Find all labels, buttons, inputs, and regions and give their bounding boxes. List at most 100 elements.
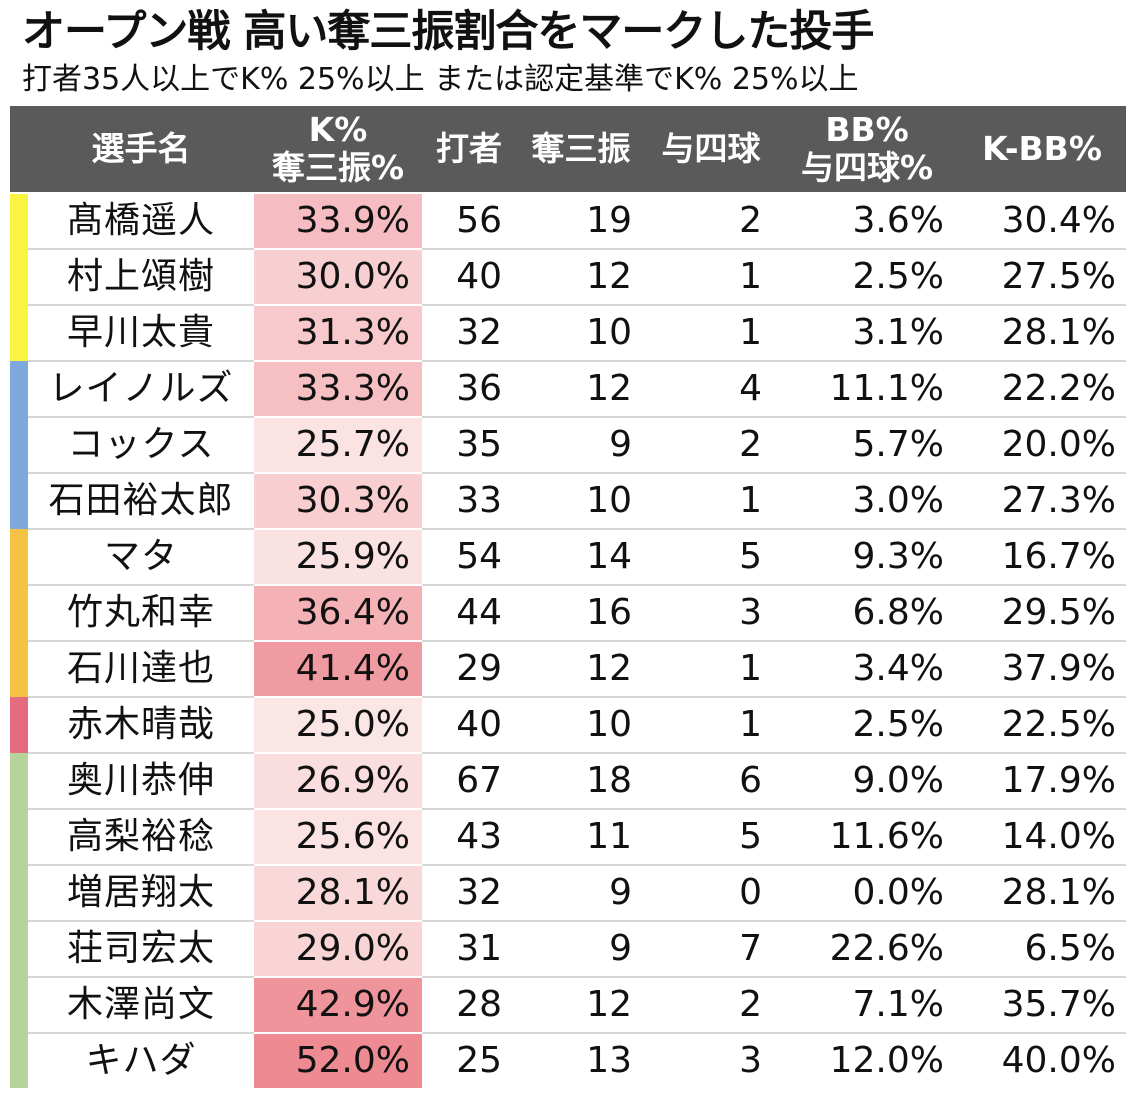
- table-row: 石田裕太郎 30.3% 33 10 1 3.0% 27.3%: [10, 473, 1126, 530]
- team-color-strip: [10, 977, 28, 1033]
- cell-k-percent: 26.9%: [254, 753, 422, 810]
- table-row: 髙橋遥人 33.9% 56 19 2 3.6% 30.4%: [10, 193, 1126, 250]
- table-row: コックス 25.7% 35 9 2 5.7% 20.0%: [10, 417, 1126, 474]
- cell-strikeouts: 12: [516, 641, 646, 698]
- cell-name: 髙橋遥人: [28, 193, 254, 250]
- cell-k-percent: 33.9%: [254, 193, 422, 250]
- table-row: 石川達也 41.4% 29 12 1 3.4% 37.9%: [10, 641, 1126, 698]
- cell-k-minus-bb: 37.9%: [958, 641, 1126, 698]
- cell-strikeouts: 11: [516, 809, 646, 866]
- cell-name: 村上頌樹: [28, 249, 254, 306]
- cell-k-minus-bb: 28.1%: [958, 305, 1126, 362]
- team-color-strip: [10, 921, 28, 977]
- cell-bb-percent: 3.4%: [776, 641, 958, 698]
- cell-bb-percent: 0.0%: [776, 865, 958, 922]
- pitcher-stats-table: 選手名 K% 奪三振% 打者 奪三振 与四球 BB% 与四球% K-BB% 髙橋…: [10, 106, 1126, 1088]
- cell-bb-percent: 3.6%: [776, 193, 958, 250]
- cell-k-percent: 25.6%: [254, 809, 422, 866]
- table-body: 髙橋遥人 33.9% 56 19 2 3.6% 30.4% 村上頌樹 30.0% 40 12 1 2.5…: [10, 193, 1126, 1088]
- cell-strikeouts: 16: [516, 585, 646, 642]
- cell-strikeouts: 9: [516, 417, 646, 474]
- cell-batters: 43: [422, 809, 516, 866]
- cell-walks: 1: [646, 473, 776, 530]
- cell-batters: 36: [422, 361, 516, 418]
- cell-name: 石田裕太郎: [28, 473, 254, 530]
- cell-k-percent: 25.7%: [254, 417, 422, 474]
- cell-strikeouts: 19: [516, 193, 646, 250]
- cell-batters: 28: [422, 977, 516, 1034]
- cell-strikeouts: 12: [516, 361, 646, 418]
- header-k-line2: 奪三振%: [271, 148, 405, 187]
- cell-bb-percent: 11.6%: [776, 809, 958, 866]
- cell-name: 高梨裕稔: [28, 809, 254, 866]
- cell-strikeouts: 14: [516, 529, 646, 586]
- cell-k-minus-bb: 14.0%: [958, 809, 1126, 866]
- team-color-strip: [10, 249, 28, 305]
- cell-bb-percent: 2.5%: [776, 697, 958, 754]
- cell-walks: 1: [646, 697, 776, 754]
- table-row: マタ 25.9% 54 14 5 9.3% 16.7%: [10, 529, 1126, 586]
- cell-k-minus-bb: 28.1%: [958, 865, 1126, 922]
- cell-k-percent: 36.4%: [254, 585, 422, 642]
- cell-walks: 3: [739, 1040, 762, 1081]
- header-k-minus-bb: K-BB%: [958, 106, 1126, 194]
- cell-bb-percent: 2.5%: [776, 249, 958, 306]
- cell-strikeouts: 12: [516, 977, 646, 1034]
- header-walks: 与四球: [646, 106, 776, 194]
- cell-walks: 4: [646, 361, 776, 418]
- cell-batters: 40: [422, 697, 516, 754]
- team-color-strip: [10, 305, 28, 361]
- cell-walks: 1: [646, 305, 776, 362]
- team-color-strip: [10, 417, 28, 473]
- cell-k-minus-bb: 16.7%: [958, 529, 1126, 586]
- cell-strikeouts: 10: [516, 305, 646, 362]
- cell-batters: 56: [422, 193, 516, 250]
- cell-strikeouts: 9: [516, 865, 646, 922]
- cell-strikeouts: 13: [586, 1040, 632, 1081]
- cell-name: 竹丸和幸: [28, 585, 254, 642]
- cell-k-minus-bb: 29.5%: [958, 585, 1126, 642]
- team-color-strip: [10, 193, 28, 249]
- team-color-strip: [10, 753, 28, 809]
- cell-k-minus-bb: 35.7%: [958, 977, 1126, 1034]
- cell-bb-percent: 7.1%: [776, 977, 958, 1034]
- cell-bb-percent: 5.7%: [776, 417, 958, 474]
- cell-strikeouts: 12: [516, 249, 646, 306]
- cell-k-minus-bb: 6.5%: [958, 921, 1126, 978]
- cell-batters: 35: [422, 417, 516, 474]
- cell-name: 木澤尚文: [28, 977, 254, 1034]
- header-bb-line1: BB%: [825, 110, 909, 149]
- team-color-strip: [10, 1033, 28, 1088]
- cell-k-percent: 25.0%: [254, 697, 422, 754]
- cell-walks: 0: [646, 865, 776, 922]
- header-name: 選手名: [28, 106, 254, 194]
- cell-k-percent: 31.3%: [254, 305, 422, 362]
- cell-batters: 25: [456, 1040, 502, 1081]
- cell-batters: 33: [422, 473, 516, 530]
- table-header: 選手名 K% 奪三振% 打者 奪三振 与四球 BB% 与四球% K-BB%: [10, 106, 1126, 194]
- table-row: 早川太貴 31.3% 32 10 1 3.1% 28.1%: [10, 305, 1126, 362]
- cell-k-minus-bb: 40.0%: [1001, 1040, 1116, 1081]
- header-batters: 打者: [422, 106, 516, 194]
- cell-k-percent: 25.9%: [254, 529, 422, 586]
- page-subtitle: 打者35人以上でK% 25%以上 または認定基準でK% 25%以上: [22, 62, 859, 97]
- team-color-strip: [10, 473, 28, 529]
- cell-walks: 1: [646, 249, 776, 306]
- cell-name: 早川太貴: [28, 305, 254, 362]
- cell-bb-percent: 9.0%: [776, 753, 958, 810]
- cell-k-percent: 28.1%: [254, 865, 422, 922]
- header-strip: [10, 106, 28, 194]
- table-row: キハダ 52.0% 25 13 3 12.0% 40.0%: [10, 1033, 1126, 1088]
- cell-batters: 32: [422, 305, 516, 362]
- cell-name: レイノルズ: [28, 361, 254, 418]
- cell-batters: 32: [422, 865, 516, 922]
- cell-k-minus-bb: 27.3%: [958, 473, 1126, 530]
- cell-name: 増居翔太: [28, 865, 254, 922]
- cell-bb-percent: 3.0%: [776, 473, 958, 530]
- table-row: レイノルズ 33.3% 36 12 4 11.1% 22.2%: [10, 361, 1126, 418]
- cell-batters: 29: [422, 641, 516, 698]
- cell-strikeouts: 9: [516, 921, 646, 978]
- table-row: 高梨裕稔 25.6% 43 11 5 11.6% 14.0%: [10, 809, 1126, 866]
- cell-batters: 31: [422, 921, 516, 978]
- cell-k-minus-bb: 27.5%: [958, 249, 1126, 306]
